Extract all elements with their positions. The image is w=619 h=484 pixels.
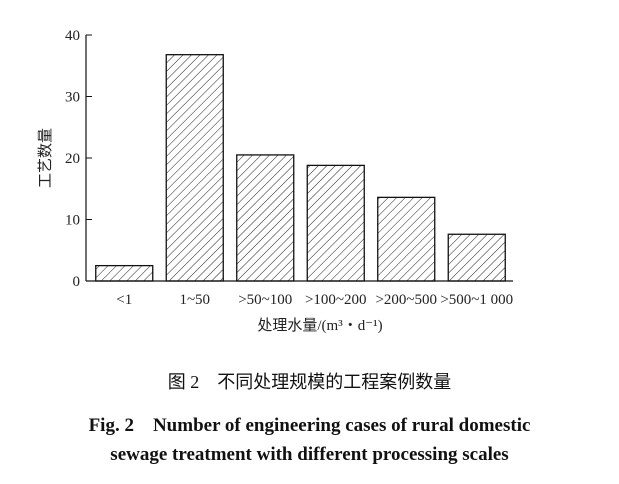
x-tick-label: >100~200 bbox=[305, 292, 367, 308]
x-tick-label: >500~1 000 bbox=[440, 292, 513, 308]
y-axis-label: 工艺数量 bbox=[37, 128, 54, 188]
caption-english-line1: Fig. 2 Number of engineering cases of ru… bbox=[88, 415, 531, 436]
x-tick-label: >50~100 bbox=[238, 292, 292, 308]
y-tick-label: 0 bbox=[73, 274, 81, 290]
caption-english-line2: sewage treatment with different processi… bbox=[110, 444, 509, 465]
y-tick-label: 40 bbox=[65, 28, 80, 44]
bar-3 bbox=[306, 164, 365, 282]
x-tick-label: >200~500 bbox=[375, 292, 437, 308]
bar-2 bbox=[236, 154, 295, 282]
bar-5 bbox=[447, 233, 506, 282]
bar-0 bbox=[95, 264, 154, 282]
bar-1 bbox=[165, 54, 224, 282]
x-tick-label: <1 bbox=[116, 292, 132, 308]
bar-4 bbox=[377, 196, 436, 282]
y-tick-label: 20 bbox=[65, 151, 80, 167]
caption-chinese: 图 2 不同处理规模的工程案例数量 bbox=[167, 372, 452, 392]
x-tick-label: 1~50 bbox=[179, 292, 210, 308]
bar-chart: 0 10 20 30 40 <1 1~50 >50~100 >100~200 >200~500 >… bbox=[37, 28, 513, 334]
y-tick-label: 10 bbox=[65, 213, 80, 229]
y-tick-label: 30 bbox=[65, 90, 80, 106]
x-axis-label: 处理水量/(m³・d⁻¹) bbox=[257, 317, 382, 334]
